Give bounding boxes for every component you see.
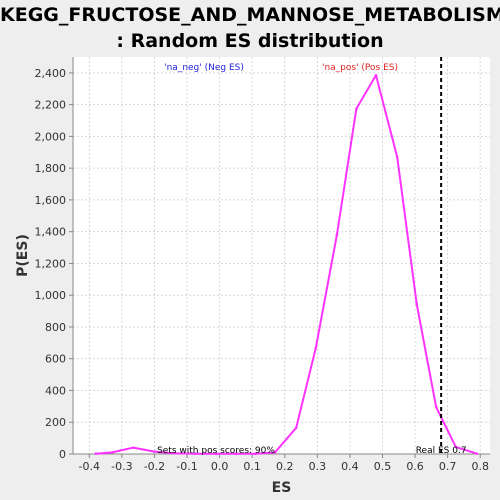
y-tick-label: 1,000 <box>35 289 67 302</box>
series-point <box>153 450 156 453</box>
series-point <box>94 452 98 455</box>
y-tick-label: 600 <box>45 353 66 366</box>
series-point <box>454 445 458 449</box>
y-tick-label: 2,200 <box>35 99 67 112</box>
y-tick-label: 0 <box>59 448 66 461</box>
x-tick-label: -0.3 <box>111 460 132 473</box>
x-tick-label: 0.3 <box>309 460 327 473</box>
series-point <box>234 452 238 456</box>
x-tick-label: 0.4 <box>341 460 359 473</box>
series-point <box>215 452 218 456</box>
series-point <box>355 107 358 110</box>
series-point <box>314 347 318 350</box>
y-tick-label: 200 <box>45 416 66 429</box>
x-tick-label: -0.4 <box>79 460 100 473</box>
pos-scores-annotation: Sets with pos scores: 90% <box>157 446 275 456</box>
x-tick-label: 0.8 <box>471 460 489 473</box>
x-tick-label: 0.0 <box>211 460 229 473</box>
series-point <box>475 452 479 455</box>
series-point <box>374 73 378 77</box>
series-point <box>434 405 438 409</box>
series-point <box>395 155 399 159</box>
x-tick-label: 0.2 <box>276 460 294 473</box>
series-point <box>335 233 339 237</box>
y-tick-label: 2,000 <box>35 130 67 143</box>
series-point <box>415 302 418 306</box>
x-tick-label: 0.5 <box>374 460 392 473</box>
neg-es-annotation: 'na_neg' (Neg ES) <box>164 63 244 73</box>
y-tick-label: 1,200 <box>35 257 67 270</box>
y-tick-label: 1,400 <box>35 226 67 239</box>
real-es-label: Real ES 0.7 <box>416 446 467 456</box>
chart-title-line1: KEGG_FRUCTOSE_AND_MANNOSE_METABOLISM <box>0 4 500 26</box>
x-axis-title: ES <box>272 480 292 496</box>
series-line <box>95 74 478 455</box>
x-tick-label: 0.7 <box>439 460 457 473</box>
plot-area <box>73 57 490 454</box>
y-tick-label: 2,400 <box>35 67 67 80</box>
series-point <box>254 452 257 456</box>
y-tick-label: 800 <box>45 321 66 334</box>
chart-title: KEGG_FRUCTOSE_AND_MANNOSE_METABOLISM : R… <box>0 2 500 54</box>
series-point <box>273 451 277 454</box>
x-tick-label: -0.1 <box>176 460 197 473</box>
series-point <box>294 426 298 430</box>
series-point <box>193 452 197 455</box>
y-tick-label: 400 <box>45 384 66 397</box>
series-point <box>131 446 135 449</box>
y-tick-label: 1,800 <box>35 162 67 175</box>
y-axis-title: P(ES) <box>15 234 31 277</box>
y-tick-label: 1,600 <box>35 194 67 207</box>
chart-title-line2: : Random ES distribution <box>116 30 384 52</box>
grid-lines <box>73 57 490 455</box>
x-tick-label: 0.1 <box>243 460 261 473</box>
series-point <box>110 451 114 454</box>
pos-es-annotation: 'na_pos' (Pos ES) <box>322 63 398 73</box>
series-point <box>172 451 176 455</box>
x-tick-label: -0.2 <box>144 460 165 473</box>
x-tick-label: 0.6 <box>406 460 424 473</box>
